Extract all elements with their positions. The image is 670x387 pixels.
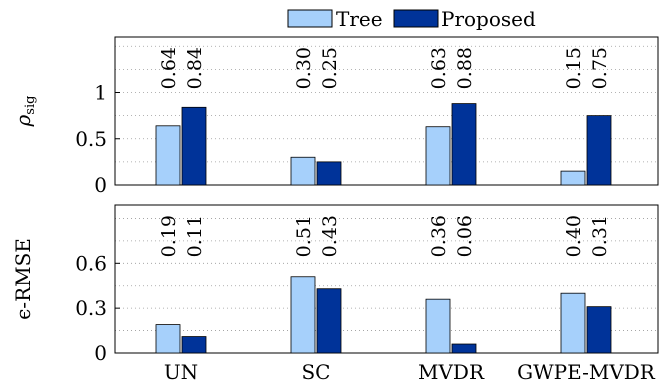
legend-label-proposed: Proposed bbox=[441, 7, 536, 31]
data-label: 0.64 bbox=[158, 47, 180, 89]
bar-tree-mvdr bbox=[425, 298, 451, 354]
bar-tree-gwpe-mvdr bbox=[560, 170, 586, 186]
legend-swatch-proposed bbox=[393, 9, 439, 28]
panel-rho-sig: 00.51 0.64 0.84 0.30 0.25 0.63 0.88 0.15 0.75 ρ… bbox=[11, 36, 659, 197]
data-label: 0.06 bbox=[454, 215, 476, 257]
y-ticks: 0 0.3 0.6 bbox=[75, 251, 120, 365]
y-tick-label: 0.5 bbox=[75, 127, 107, 151]
y-axis-label: ρsig bbox=[11, 96, 38, 128]
bar-tree-sc bbox=[290, 276, 316, 354]
data-label: 0.51 bbox=[293, 215, 315, 257]
panel-epsilon-rmse: 0 0.3 0.6 0.19 0.11 0.51 0.43 0.36 0.06 0.40 0.31… bbox=[11, 204, 659, 384]
y-axis-label-sub: sig bbox=[23, 96, 38, 115]
y-ticks: 00.51 bbox=[75, 81, 120, 197]
x-category-label: UN bbox=[164, 360, 198, 384]
y-tick-label: 1 bbox=[94, 81, 107, 105]
legend: Tree Proposed bbox=[287, 7, 536, 31]
x-category-label: MVDR bbox=[418, 360, 485, 384]
bars bbox=[155, 103, 612, 186]
data-label: 0.25 bbox=[319, 47, 341, 89]
data-label: 0.36 bbox=[428, 215, 450, 257]
data-labels: 0.19 0.11 0.51 0.43 0.36 0.06 0.40 0.31 bbox=[158, 215, 611, 257]
bar-tree-mvdr bbox=[425, 126, 451, 186]
bar-proposed-mvdr bbox=[451, 343, 477, 354]
y-tick-label: 0.6 bbox=[75, 251, 107, 275]
bar-tree-sc bbox=[290, 156, 316, 186]
bar-tree-un bbox=[155, 125, 181, 186]
data-label: 0.31 bbox=[589, 215, 611, 257]
data-label: 0.63 bbox=[428, 47, 450, 89]
y-tick-label: 0 bbox=[94, 341, 107, 365]
x-category-label: SC bbox=[301, 360, 330, 384]
legend-label-tree: Tree bbox=[336, 7, 383, 31]
y-axis-label-main: ρ bbox=[11, 114, 35, 127]
legend-swatch-tree bbox=[287, 9, 333, 28]
grid bbox=[115, 45, 658, 163]
bar-proposed-un bbox=[181, 336, 207, 354]
bar-tree-gwpe-mvdr bbox=[560, 292, 586, 354]
data-label: 0.15 bbox=[563, 47, 585, 89]
y-axis-label: ϵ-RMSE bbox=[11, 238, 35, 320]
x-category-labels: UN SC MVDR GWPE-MVDR bbox=[164, 360, 656, 384]
plot-frame bbox=[114, 36, 659, 186]
bar-proposed-gwpe-mvdr bbox=[586, 115, 612, 186]
x-category-label: GWPE-MVDR bbox=[517, 360, 656, 384]
bar-proposed-sc bbox=[316, 161, 342, 186]
data-label: 0.75 bbox=[589, 47, 611, 89]
bar-proposed-gwpe-mvdr bbox=[586, 306, 612, 354]
data-label: 0.84 bbox=[184, 47, 206, 89]
bar-proposed-un bbox=[181, 106, 207, 186]
data-labels: 0.64 0.84 0.30 0.25 0.63 0.88 0.15 0.75 bbox=[158, 47, 611, 89]
bar-proposed-mvdr bbox=[451, 103, 477, 186]
bar-tree-un bbox=[155, 324, 181, 354]
data-label: 0.11 bbox=[184, 215, 206, 257]
data-label: 0.43 bbox=[319, 215, 341, 257]
y-tick-label: 0.3 bbox=[75, 296, 107, 320]
data-label: 0.30 bbox=[293, 47, 315, 89]
data-label: 0.19 bbox=[158, 215, 180, 257]
data-label: 0.40 bbox=[563, 215, 585, 257]
bar-proposed-sc bbox=[316, 288, 342, 354]
data-label: 0.88 bbox=[454, 47, 476, 89]
bars bbox=[155, 276, 612, 354]
y-tick-label: 0 bbox=[94, 173, 107, 197]
plot-frame bbox=[114, 204, 659, 354]
